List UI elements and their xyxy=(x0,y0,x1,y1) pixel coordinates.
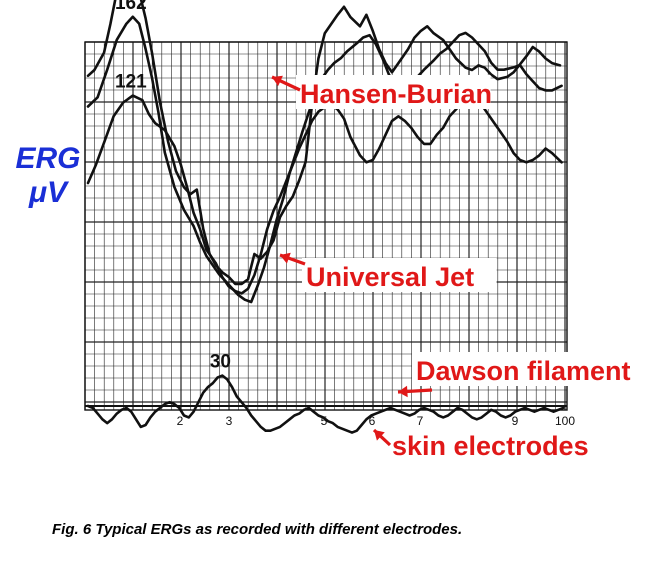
annotation-arrowhead-hansen xyxy=(272,75,283,87)
y-axis-label: ERG μV xyxy=(8,142,88,210)
peak-label: 30 xyxy=(210,352,231,373)
annotation-hansen: Hansen-Burian xyxy=(300,79,492,109)
x-tick-label: 5 xyxy=(321,414,328,428)
x-tick-label: 3 xyxy=(226,414,233,428)
x-tick-label: 9 xyxy=(512,414,519,428)
x-tick-label: 2 xyxy=(177,414,184,428)
erg-trace-skin-electrodes xyxy=(86,374,565,434)
x-tick-label: 100 xyxy=(555,414,575,428)
annotation-arrowhead-skin xyxy=(374,430,385,441)
annotation-backdrop-hansen xyxy=(296,75,491,109)
annotation-arrowhead-universal xyxy=(280,252,291,264)
annotation-backdrop-skin xyxy=(388,427,611,461)
annotation-backdrop-universal xyxy=(302,258,497,292)
trace-annotations: Hansen-Burian Universal Jet Dawson filamen… xyxy=(271,75,635,461)
figure-caption: Fig. 6 Typical ERGs as recorded with dif… xyxy=(52,521,463,538)
y-axis-label-unit: μV xyxy=(28,176,68,209)
x-tick-label: 6 xyxy=(369,414,376,428)
annotation-universal: Universal Jet xyxy=(306,262,474,292)
x-tick-label: 7 xyxy=(417,414,424,428)
peak-label: 121 xyxy=(115,72,147,93)
grid-border xyxy=(84,41,568,411)
erg-trace-hansen-burian xyxy=(86,0,562,286)
erg-trace-universal-jet xyxy=(86,15,563,304)
peak-label: 162 xyxy=(115,0,147,14)
annotation-skin: skin electrodes xyxy=(392,431,589,461)
annotation-backdrop-dawson xyxy=(412,352,635,386)
annotation-dawson: Dawson filament xyxy=(416,356,631,386)
peak-labels: 17616212130 xyxy=(115,0,231,373)
y-axis-label-title: ERG xyxy=(15,142,81,175)
annotation-arrowhead-dawson xyxy=(398,385,408,398)
x-tick-labels: 2 3 5 6 7 9 100 xyxy=(177,414,576,428)
